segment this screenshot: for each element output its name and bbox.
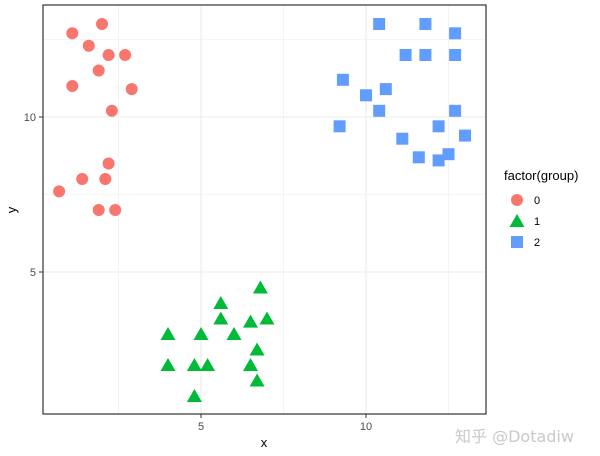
data-point-triangle [160, 327, 176, 340]
watermark: 知乎 @Dotadiw [455, 427, 574, 446]
legend-label: 2 [534, 237, 540, 249]
data-point-square [373, 18, 386, 30]
x-axis-title: x [261, 435, 268, 450]
data-point-triangle [213, 296, 229, 309]
data-point-circle [92, 204, 105, 216]
data-point-square [333, 120, 346, 133]
data-point-triangle [243, 314, 258, 328]
y-axis-title: y [4, 206, 19, 213]
data-point-circle [102, 49, 115, 61]
data-point-circle [99, 173, 112, 185]
svg-text:10: 10 [24, 112, 36, 124]
data-point-circle [82, 39, 95, 52]
data-point-square [432, 154, 445, 167]
data-point-square [442, 148, 455, 161]
data-point-circle [96, 18, 108, 30]
data-point-triangle [213, 311, 229, 325]
data-point-square [449, 49, 462, 61]
data-point-circle [119, 49, 132, 61]
data-point-triangle [259, 311, 275, 325]
data-point-triangle [186, 389, 202, 402]
data-point-triangle [249, 342, 265, 356]
grid-lines [43, 5, 486, 414]
legend-triangle-icon [509, 214, 525, 227]
data-point-triangle [249, 373, 265, 387]
data-point-square [449, 27, 462, 40]
data-point-triangle [193, 327, 209, 340]
data-point-triangle [226, 327, 242, 340]
data-point-circle [53, 185, 66, 198]
data-point-circle [66, 27, 79, 40]
data-point-square [373, 104, 386, 117]
data-point-triangle [186, 358, 202, 371]
data-point-circle [109, 204, 122, 216]
legend-circle-icon [511, 194, 523, 206]
data-point-circle [92, 64, 105, 77]
data-point-square [419, 49, 432, 61]
data-point-circle [105, 104, 118, 117]
data-point-square [459, 129, 471, 142]
legend-square-icon [511, 236, 523, 248]
data-point-triangle [252, 280, 268, 294]
data-point-circle [66, 80, 79, 92]
data-point-square [396, 132, 409, 145]
data-point-square [432, 120, 445, 133]
data-point-square [412, 151, 425, 164]
legend-label: 1 [534, 216, 540, 228]
data-point-triangle [200, 358, 216, 371]
data-point-triangle [243, 358, 258, 371]
data-point-square [360, 89, 372, 102]
data-point-triangle [160, 358, 176, 371]
data-point-circle [102, 157, 115, 170]
panel-border [42, 4, 487, 415]
data-point-circle [76, 173, 89, 185]
svg-text:5: 5 [198, 421, 204, 433]
legend-title: factor(group) [504, 168, 578, 183]
svg-text:5: 5 [30, 267, 36, 279]
data-points [53, 18, 471, 402]
data-point-square [449, 104, 462, 117]
data-point-square [336, 73, 349, 86]
data-point-circle [125, 83, 138, 96]
data-point-square [419, 18, 432, 30]
legend-label: 0 [534, 195, 540, 207]
data-point-square [399, 49, 412, 61]
svg-text:10: 10 [360, 421, 372, 433]
axis-ticks: 5 10 5 10 [24, 112, 372, 433]
data-point-square [379, 83, 392, 96]
legend: factor(group) 0 1 2 [504, 168, 578, 249]
